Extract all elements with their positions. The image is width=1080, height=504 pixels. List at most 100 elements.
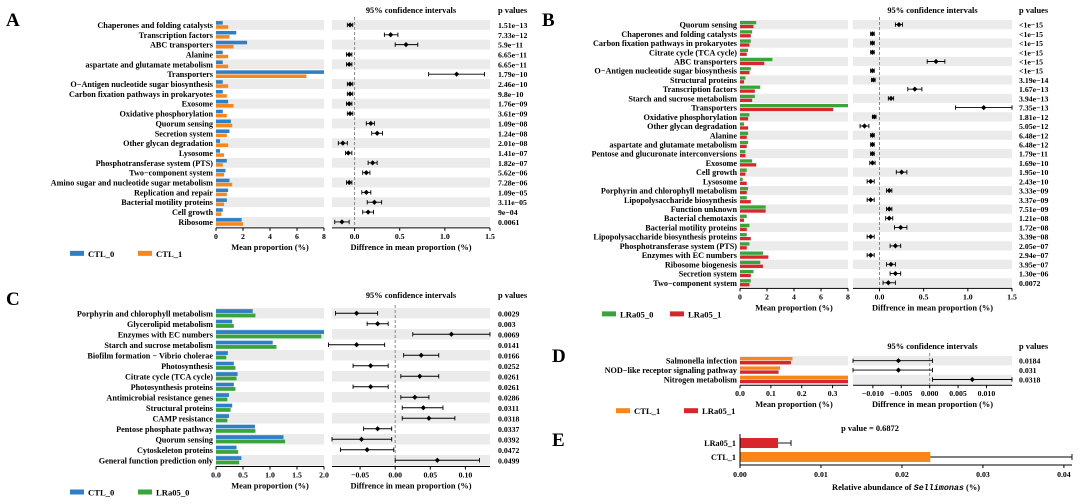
legend-label: CTL_0 <box>88 488 114 498</box>
x-tick-label: 6 <box>819 292 823 301</box>
bar-LRa05_0 <box>740 279 751 283</box>
ci-tick-label: 0.005 <box>949 389 967 398</box>
bar-LRa05_0 <box>740 242 750 246</box>
ci-tick-label: 0.000 <box>921 389 939 398</box>
category-label: LRa05_1 <box>704 439 736 448</box>
diff-point <box>375 426 381 432</box>
bar-LRa05_1 <box>740 172 746 176</box>
panel-letter: D <box>552 346 566 367</box>
bar-CTL_0 <box>216 330 324 334</box>
row-stripe <box>853 222 1012 233</box>
x-tick-label: 0.0 <box>735 389 745 398</box>
bar-CTL_1 <box>740 357 793 361</box>
p-value: 6.48e−12 <box>1019 131 1048 140</box>
bar-LRa05_0 <box>216 376 237 381</box>
diff-point <box>895 358 902 364</box>
ci-tick-label: 0.5 <box>919 292 929 301</box>
pvalue-title: p values <box>498 6 528 15</box>
ci-tick-label: 0.00 <box>388 471 402 480</box>
diff-point <box>869 40 876 46</box>
p-value: 0.0069 <box>498 330 520 339</box>
category-label: Photosynthesis proteins <box>131 383 213 392</box>
ci-tick-label: −0.005 <box>890 389 912 398</box>
diff-point <box>368 384 374 390</box>
row-stripe <box>740 130 848 140</box>
row-stripe <box>740 167 848 177</box>
bar-LRa05_0 <box>740 85 761 89</box>
row-stripe <box>332 59 490 70</box>
bar-CTL_1 <box>216 172 225 177</box>
legend-swatch <box>684 408 698 414</box>
p-value: 0.0392 <box>498 435 520 444</box>
bar-LRa05_0 <box>216 355 227 360</box>
category-label: Oxidative phosphorylation <box>120 110 214 119</box>
legend-swatch <box>138 250 152 256</box>
category-label: Transcription factors <box>139 31 213 40</box>
p-value: 0.0472 <box>498 446 520 455</box>
row-stripe <box>216 413 324 424</box>
p-value: 6.48e−12 <box>1019 140 1048 149</box>
diff-point <box>346 179 352 186</box>
bar-LRa05_0 <box>216 345 277 349</box>
diff-point <box>869 49 876 55</box>
p-value: 6.65e−11 <box>498 50 527 59</box>
panel-letter: A <box>6 10 20 31</box>
category-label: Citrate cycle (TCA cycle) <box>125 372 213 381</box>
row-stripe <box>216 329 324 340</box>
p-value: 9e−04 <box>498 208 518 217</box>
category-label: Amino sugar and nucleotide sugar metabol… <box>51 179 214 188</box>
bar-LRa05_0 <box>740 214 747 218</box>
p-value: 1.79e−10 <box>498 70 527 79</box>
diff-point <box>969 376 975 383</box>
bar-LRa05_0 <box>740 131 749 135</box>
bar-LRa05_1 <box>740 24 754 29</box>
p-value: 1.30e−06 <box>1019 270 1048 279</box>
x-tick-label: 1.5 <box>292 471 302 480</box>
p-value: 1.51e−13 <box>498 21 527 30</box>
row-stripe <box>216 197 324 208</box>
bar-LRa05_1 <box>740 98 753 102</box>
ci-tick-label: 0.10 <box>459 471 473 480</box>
row-stripe <box>853 93 1012 103</box>
category-label: ABC transporters <box>150 41 213 50</box>
category-label: Function unknown <box>671 205 738 214</box>
x-tick-label: 6 <box>295 232 299 241</box>
bar-LRa05_0 <box>740 196 747 200</box>
bar-CTL_0 <box>216 319 233 324</box>
bar-LRa05_0 <box>740 233 747 237</box>
bar-LRa05_1 <box>740 209 766 213</box>
category-label: aspartate and glutamate metabolism <box>609 140 737 149</box>
p-value: 1.69e−10 <box>1019 159 1048 168</box>
p-value: 3.39e−08 <box>1019 233 1048 242</box>
row-stripe <box>216 217 324 227</box>
category-label: O−Antigen nucleotide sugar biosynthesis <box>70 80 213 89</box>
ci-title: 95% confidence intervals <box>366 6 457 15</box>
bar-LRa05_1 <box>740 71 750 75</box>
bar-LRa05_1 <box>740 273 751 278</box>
diff-point <box>981 104 987 111</box>
x-tick-label: 0.1 <box>766 389 776 398</box>
panel-letter: E <box>552 430 565 451</box>
x-tick-label: 0 <box>738 292 742 301</box>
bar-LRa05_0 <box>740 140 749 145</box>
diff-point <box>434 457 440 463</box>
bar-CTL_0 <box>216 414 229 418</box>
diff-point <box>353 310 360 316</box>
bar-LRa05_0 <box>740 122 745 126</box>
category-label: Quorum sensing <box>155 435 213 444</box>
diff-point <box>886 187 892 194</box>
bar-LRa05_1 <box>740 218 745 222</box>
bar-LRa05_0 <box>740 186 749 191</box>
bar-CTL_1 <box>216 25 229 29</box>
bar-LRa05_1 <box>740 135 747 139</box>
x-tick-label: 0.2 <box>797 389 807 398</box>
bar-LRa05_1 <box>740 181 747 185</box>
diff-point <box>363 170 369 176</box>
row-stripe <box>853 204 1012 214</box>
p-value: 3.33e−09 <box>1019 187 1048 196</box>
bar-LRa05_0 <box>740 39 751 43</box>
legend-label: CTL_1 <box>156 249 182 259</box>
bar-CTL_0 <box>216 139 221 143</box>
chart-title: p value = 0.6872 <box>841 424 899 433</box>
bar-LRa05_1 <box>740 246 747 250</box>
